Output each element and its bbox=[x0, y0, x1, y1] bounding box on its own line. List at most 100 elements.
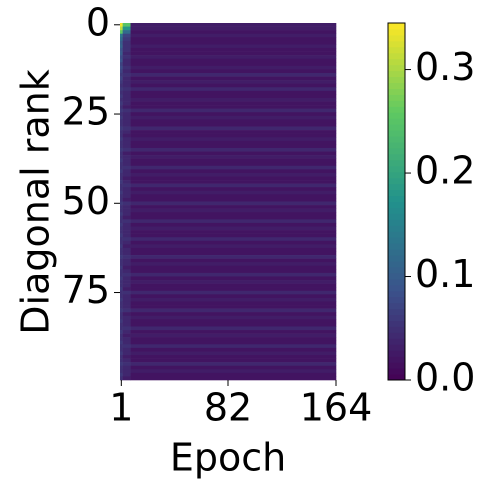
heatmap-cell bbox=[120, 169, 123, 174]
heatmap-cell bbox=[130, 94, 337, 99]
heatmap-cell bbox=[122, 376, 131, 381]
heatmap-cell bbox=[122, 212, 131, 217]
colorbar-segment bbox=[388, 284, 405, 292]
heatmap-cell bbox=[130, 165, 337, 170]
heatmap-cell bbox=[130, 108, 337, 113]
heatmap-cell bbox=[130, 26, 337, 31]
heatmap-cell bbox=[120, 315, 123, 320]
heatmap-cell bbox=[130, 258, 337, 263]
heatmap-cell bbox=[120, 376, 123, 381]
heatmap-cell bbox=[130, 322, 337, 327]
heatmap-cell bbox=[130, 44, 337, 49]
colorbar-segment bbox=[388, 302, 405, 310]
colorbar-segment bbox=[388, 165, 405, 173]
colorbar-segment bbox=[388, 326, 405, 333]
heatmap-cell bbox=[130, 269, 337, 274]
heatmap-cell bbox=[122, 272, 131, 277]
heatmap-cell bbox=[122, 208, 131, 213]
heatmap-cell bbox=[120, 251, 123, 256]
colorbar-segment bbox=[388, 124, 405, 131]
heatmap-cell bbox=[122, 240, 131, 245]
heatmap-cell bbox=[130, 255, 337, 259]
heatmap-cell bbox=[120, 87, 123, 92]
heatmap-cell bbox=[120, 44, 123, 49]
heatmap-cell bbox=[130, 119, 337, 124]
heatmap-cell bbox=[130, 62, 337, 67]
colorbar-segment bbox=[388, 136, 405, 143]
heatmap-cell bbox=[120, 369, 123, 374]
x-axis-label: Epoch bbox=[170, 436, 286, 480]
heatmap-cell bbox=[130, 362, 337, 367]
heatmap-cell bbox=[122, 294, 131, 299]
y-tick-label: 0 bbox=[86, 0, 110, 44]
heatmap-cell bbox=[120, 347, 123, 352]
heatmap-cell bbox=[130, 65, 337, 70]
heatmap-cell bbox=[130, 251, 337, 256]
heatmap-cell bbox=[130, 365, 337, 370]
colorbar-segment bbox=[388, 106, 405, 113]
heatmap-cell bbox=[130, 140, 337, 145]
heatmap-cell bbox=[122, 162, 131, 167]
colorbar-segment bbox=[388, 40, 405, 48]
colorbar-segment bbox=[388, 350, 405, 357]
heatmap-cell bbox=[120, 240, 123, 245]
heatmap-cell bbox=[130, 219, 337, 224]
heatmap-cell bbox=[130, 351, 337, 356]
heatmap-cell bbox=[120, 83, 123, 88]
heatmap-cell bbox=[130, 87, 337, 92]
heatmap-cell bbox=[122, 87, 131, 92]
heatmap-cell bbox=[122, 308, 131, 313]
colorbar-tick-label: 0.1 bbox=[415, 252, 475, 296]
heatmap-cell bbox=[122, 205, 131, 209]
heatmap-cell bbox=[120, 101, 123, 106]
heatmap-cell bbox=[120, 230, 123, 234]
heatmap-cell bbox=[130, 276, 337, 281]
heatmap-cell bbox=[122, 147, 131, 152]
colorbar-segment bbox=[388, 142, 405, 149]
heatmap-cell bbox=[122, 83, 131, 88]
heatmap-cell bbox=[120, 180, 123, 184]
heatmap-cell bbox=[130, 55, 337, 59]
heatmap-cell bbox=[130, 312, 337, 317]
heatmap-cell bbox=[130, 212, 337, 217]
heatmap-cell bbox=[122, 40, 131, 45]
heatmap-cell bbox=[122, 226, 131, 231]
heatmap-cell bbox=[120, 283, 123, 288]
heatmap-cell bbox=[122, 333, 131, 338]
colorbar-segment bbox=[388, 201, 405, 208]
heatmap-cell bbox=[130, 180, 337, 184]
heatmap-cell bbox=[120, 244, 123, 249]
colorbar-segment bbox=[388, 374, 405, 381]
heatmap-cell bbox=[120, 305, 123, 309]
colorbar-tick-label: 0.2 bbox=[415, 149, 475, 193]
heatmap-cell bbox=[122, 30, 131, 35]
colorbar-segment bbox=[388, 266, 405, 274]
heatmap-cell bbox=[120, 108, 123, 113]
heatmap-cell bbox=[120, 144, 123, 149]
heatmap-cell bbox=[122, 322, 131, 327]
heatmap-cell bbox=[130, 137, 337, 142]
heatmap-cell bbox=[122, 23, 131, 27]
heatmap-cell bbox=[130, 262, 337, 267]
colorbar-segment bbox=[388, 177, 405, 185]
heatmap-cell bbox=[122, 72, 131, 77]
heatmap-cell bbox=[120, 162, 123, 167]
heatmap-cell bbox=[122, 276, 131, 281]
heatmap-cell bbox=[130, 30, 337, 35]
colorbar-segment bbox=[388, 70, 405, 78]
heatmap-cell bbox=[130, 297, 337, 302]
heatmap-cell bbox=[122, 58, 131, 63]
heatmap-cell bbox=[122, 62, 131, 67]
heatmap-cell bbox=[130, 290, 337, 295]
colorbar-segment bbox=[388, 308, 405, 316]
heatmap-cell bbox=[120, 362, 123, 367]
heatmap-cell bbox=[120, 237, 123, 242]
colorbar-segment bbox=[388, 261, 405, 268]
heatmap-cell bbox=[130, 265, 337, 270]
heatmap-cell bbox=[120, 262, 123, 267]
heatmap-cell bbox=[130, 287, 337, 292]
heatmap-cell bbox=[130, 112, 337, 117]
heatmap-cell bbox=[122, 337, 131, 342]
heatmap-cell bbox=[122, 340, 131, 345]
